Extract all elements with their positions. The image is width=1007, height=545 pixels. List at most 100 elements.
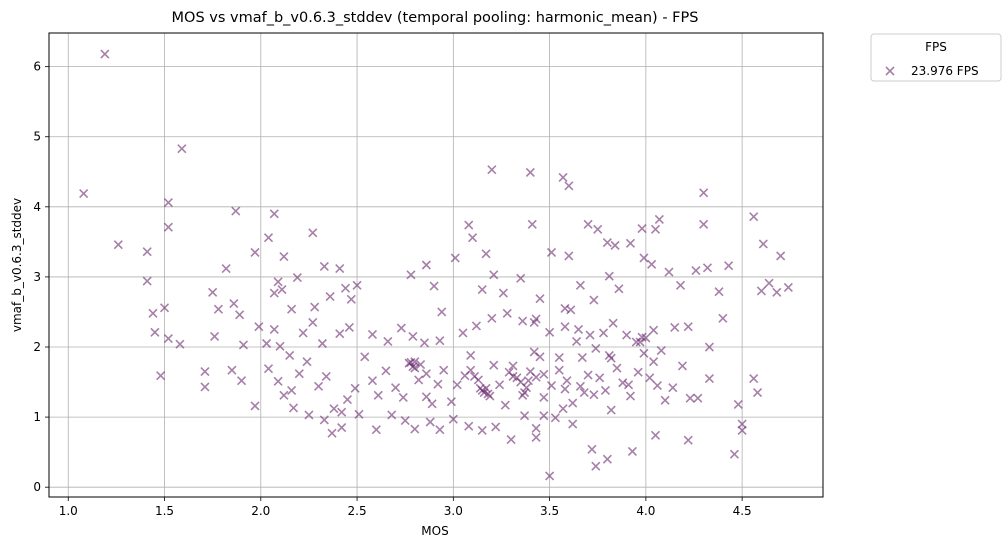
- data-point: [396, 323, 406, 333]
- data-point: [650, 224, 661, 234]
- data-point: [269, 209, 279, 219]
- data-point: [487, 165, 497, 175]
- data-point: [406, 270, 416, 280]
- data-point: [325, 291, 335, 302]
- data-point: [373, 390, 383, 400]
- data-point: [163, 198, 173, 208]
- data-point: [477, 284, 487, 295]
- data-point: [360, 352, 370, 362]
- data-point: [650, 430, 661, 440]
- x-axis-label: MOS: [421, 524, 448, 538]
- data-point: [142, 247, 152, 257]
- data-point: [535, 294, 545, 304]
- x-tick-label: 4.0: [636, 504, 655, 518]
- data-point: [383, 336, 393, 346]
- data-point: [344, 322, 354, 332]
- data-point: [337, 407, 347, 417]
- data-point: [645, 373, 655, 383]
- data-point: [273, 376, 283, 386]
- data-point: [177, 144, 187, 154]
- data-point: [466, 350, 476, 360]
- legend-marker-x: [885, 66, 895, 76]
- data-point: [772, 287, 782, 297]
- data-point: [608, 318, 618, 328]
- data-point: [602, 454, 612, 464]
- data-point: [262, 338, 272, 349]
- data-point: [531, 314, 541, 324]
- data-point: [691, 266, 701, 276]
- data-point: [539, 411, 549, 421]
- data-point: [381, 366, 391, 376]
- data-point: [516, 377, 526, 387]
- data-point: [313, 381, 324, 391]
- y-tick-label: 0: [33, 480, 41, 494]
- x-tick-label: 1.0: [59, 504, 78, 518]
- data-point: [427, 399, 437, 409]
- data-point: [560, 384, 570, 394]
- data-point: [425, 417, 435, 427]
- x-axis-ticks: 1.0 1.5 2.0 2.5 3.0 3.5 4.0 4.5: [59, 497, 752, 518]
- data-point: [319, 415, 329, 425]
- data-point: [473, 375, 483, 385]
- data-point: [275, 341, 285, 351]
- data-point: [466, 365, 476, 375]
- data-point: [387, 410, 397, 420]
- data-point: [554, 365, 564, 375]
- data-point: [446, 397, 456, 407]
- data-point: [175, 339, 185, 349]
- data-point: [421, 392, 431, 402]
- data-point: [287, 385, 297, 396]
- data-point: [502, 308, 512, 318]
- legend-entry-label: 23.976 FPS: [911, 64, 979, 78]
- data-point: [471, 321, 481, 331]
- data-point: [558, 404, 568, 414]
- data-point: [635, 337, 645, 347]
- data-point: [279, 252, 289, 262]
- data-point: [506, 434, 516, 445]
- data-point: [200, 382, 210, 392]
- data-point: [622, 330, 632, 340]
- data-point: [254, 322, 264, 332]
- data-point: [236, 376, 247, 386]
- data-point: [500, 400, 510, 410]
- data-point: [317, 338, 327, 349]
- data-point: [285, 350, 295, 360]
- data-point: [371, 425, 381, 435]
- y-tick-label: 6: [33, 60, 41, 74]
- data-point: [288, 403, 299, 413]
- data-point: [527, 219, 537, 229]
- data-point: [729, 449, 739, 459]
- data-point: [263, 364, 274, 374]
- data-point: [752, 387, 763, 398]
- data-point: [758, 239, 768, 249]
- data-point: [448, 414, 458, 424]
- data-point: [321, 371, 331, 382]
- data-point: [668, 383, 678, 393]
- data-point: [531, 423, 541, 433]
- data-point: [591, 461, 601, 471]
- data-point: [410, 363, 420, 373]
- data-point: [208, 287, 218, 297]
- data-point: [625, 391, 636, 401]
- data-point: [545, 327, 555, 337]
- data-point: [535, 352, 545, 362]
- data-point: [340, 283, 351, 293]
- data-point: [79, 188, 89, 199]
- data-point: [450, 253, 460, 263]
- data-point: [704, 373, 714, 384]
- data-point: [329, 404, 339, 414]
- data-point: [518, 316, 528, 326]
- data-point: [477, 425, 487, 435]
- data-point: [756, 286, 766, 296]
- data-point: [591, 343, 601, 353]
- data-point: [575, 381, 585, 391]
- data-point: [406, 357, 416, 367]
- data-point: [263, 233, 274, 243]
- data-point: [335, 263, 345, 274]
- data-point: [346, 294, 356, 304]
- data-point: [391, 383, 401, 393]
- data-point: [304, 410, 314, 420]
- data-point: [702, 263, 713, 273]
- legend-marker-glyph: [885, 66, 895, 76]
